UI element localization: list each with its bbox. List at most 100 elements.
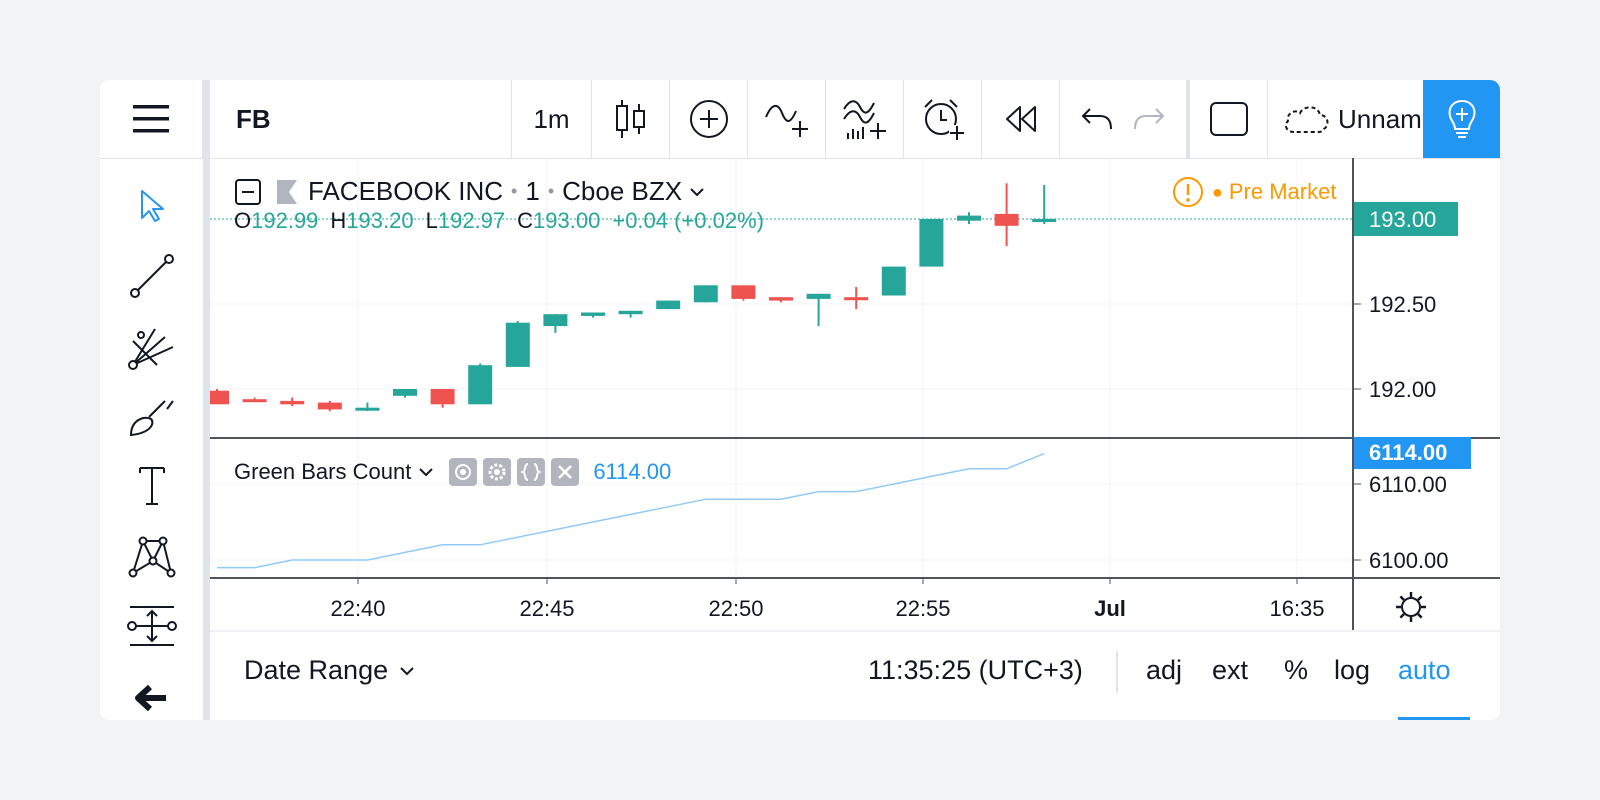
legend-interval: 1: [525, 176, 540, 206]
collapse-toolbar-button[interactable]: [122, 668, 182, 720]
text-icon: [139, 467, 165, 505]
menu-button[interactable]: [100, 80, 203, 158]
gear-ring: [1401, 597, 1421, 617]
pitchfork-icon: [128, 328, 174, 370]
chevron-down-icon: [400, 666, 414, 675]
clock-label[interactable]: 11:35:25 (UTC+3): [868, 655, 1083, 685]
compare-add-icon: [689, 100, 728, 138]
measure-tool[interactable]: [122, 596, 182, 656]
chart-canvas[interactable]: 192.50 192.00 193.00 6110.00 6100.00 6114.00 2…: [210, 158, 1500, 720]
price-axis-label: 192.00: [1369, 377, 1436, 402]
market-status[interactable]: ● Pre Market: [1172, 176, 1336, 208]
chart-area[interactable]: 192.50 192.00 193.00 6110.00 6100.00 6114.00 2…: [210, 158, 1500, 720]
chart-widget: FB 1m: [100, 80, 1500, 720]
chevron-down-icon[interactable]: [417, 466, 435, 478]
ext-toggle[interactable]: ext: [1212, 655, 1249, 685]
indicator-name: Green Bars Count: [234, 459, 412, 484]
auto-toggle[interactable]: auto: [1398, 655, 1451, 685]
compare-button[interactable]: [670, 80, 748, 158]
candle-body: [581, 312, 605, 316]
interval-button[interactable]: 1m: [512, 80, 592, 158]
collapse-icon[interactable]: [234, 178, 262, 206]
pattern-tool[interactable]: [122, 526, 182, 586]
time-axis-label: 22:45: [519, 596, 574, 621]
cursor-tool[interactable]: [122, 176, 182, 236]
fullscreen-button[interactable]: [1190, 80, 1268, 158]
chart-type-button[interactable]: [592, 80, 670, 158]
date-range-button[interactable]: Date Range: [244, 655, 416, 686]
legend-exchange: Cboe BZX: [562, 176, 683, 206]
bottom-toolbar: Date Range 11:35:25 (UTC+3) adj ext % lo…: [210, 633, 1500, 720]
brush-tool[interactable]: [122, 386, 182, 446]
alert-button[interactable]: [904, 80, 982, 158]
warning-icon: [1173, 177, 1203, 207]
source-code-icon[interactable]: [517, 458, 546, 486]
candle-body: [693, 285, 718, 303]
chevron-down-icon[interactable]: [688, 186, 706, 198]
interval-label: 1m: [533, 103, 570, 134]
cloud-save-icon: [1285, 106, 1329, 133]
close-value: 193.00: [533, 208, 601, 233]
adj-toggle[interactable]: adj: [1146, 655, 1183, 685]
time-axis-label: 22:55: [895, 596, 950, 621]
toolbar-separator: [203, 80, 210, 720]
ideas-button[interactable]: [1423, 80, 1500, 158]
candle-body: [806, 293, 831, 299]
candle-body: [468, 365, 493, 405]
open-label: O: [234, 208, 252, 233]
gear-tooth: [1399, 595, 1405, 601]
fullscreen-icon: [1209, 102, 1248, 136]
percent-toggle[interactable]: %: [1284, 655, 1309, 685]
templates-button[interactable]: [826, 80, 904, 158]
menu-icon: [133, 105, 169, 133]
top-toolbar: FB 1m: [100, 80, 1500, 159]
indicator-value: 6114.00: [593, 459, 672, 484]
candle-body: [769, 297, 793, 301]
ideas-icon: [1448, 99, 1475, 138]
fib-tool[interactable]: [122, 316, 182, 376]
log-toggle[interactable]: log: [1334, 655, 1371, 685]
redo-icon[interactable]: [1132, 105, 1166, 133]
candles-layer: [210, 183, 1057, 412]
indicator-axis-label: 6100.00: [1369, 548, 1449, 573]
low-value: 192.97: [437, 208, 506, 233]
undo-redo-group: [1060, 80, 1190, 158]
pattern-icon: [128, 536, 176, 578]
brush-icon: [129, 400, 174, 437]
date-range-label: Date Range: [244, 655, 389, 685]
high-label: H: [330, 208, 347, 233]
visibility-icon[interactable]: [449, 458, 478, 486]
indicator-line-layer: [217, 452, 1045, 569]
candle-body: [317, 402, 342, 410]
indicator-add-icon: [764, 105, 808, 137]
gear-tooth: [1417, 613, 1423, 619]
text-tool[interactable]: [122, 456, 182, 516]
candle-body: [355, 407, 380, 411]
symbol-search-button[interactable]: FB: [210, 80, 512, 158]
indicators-button[interactable]: [748, 80, 826, 158]
current-indicator-tag: [1354, 437, 1471, 469]
candle-body: [1032, 219, 1057, 222]
flag-icon[interactable]: [276, 179, 298, 205]
gear-tooth: [1399, 613, 1405, 619]
alert-add-icon: [923, 99, 965, 141]
candle-body: [393, 389, 417, 396]
settings-icon[interactable]: [483, 458, 512, 486]
remove-icon[interactable]: [551, 458, 580, 486]
candle-body: [618, 310, 643, 315]
symbol-title: FACEBOOK INC: [308, 176, 504, 206]
trendline-tool[interactable]: [122, 246, 182, 306]
market-status-label: Pre Market: [1228, 179, 1337, 204]
legend-dot: •: [547, 181, 555, 201]
candle-body: [656, 300, 681, 310]
replay-button[interactable]: [982, 80, 1060, 158]
candle-body: [881, 266, 906, 296]
templates-icon: [842, 100, 886, 139]
arrow-left-icon: [135, 684, 166, 712]
candle-body: [957, 215, 981, 221]
candle-body: [731, 285, 756, 299]
replay-icon: [1005, 106, 1036, 132]
change-value: +0.04 (+0.02%): [612, 208, 765, 233]
undo-icon[interactable]: [1080, 105, 1114, 133]
cursor-icon: [141, 190, 164, 222]
